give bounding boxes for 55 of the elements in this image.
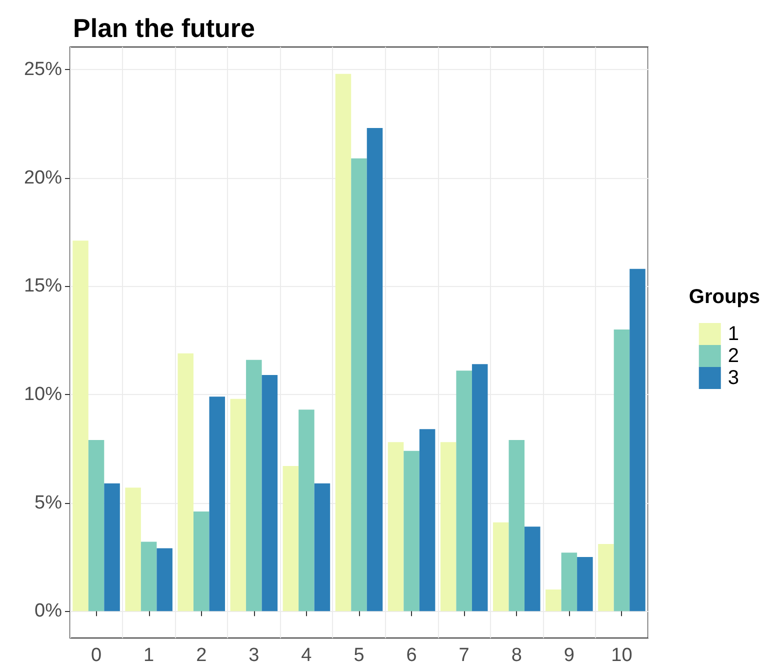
bar	[314, 483, 330, 612]
bar	[335, 74, 352, 612]
bar	[492, 522, 509, 612]
bar	[388, 442, 404, 612]
bar	[561, 552, 578, 612]
y-tick-label: 10%	[24, 384, 62, 405]
bar	[440, 442, 456, 612]
bar	[508, 440, 525, 612]
bar	[193, 511, 210, 612]
bar	[125, 488, 141, 612]
bar	[230, 398, 246, 612]
x-tick-label: 1	[144, 645, 154, 666]
bar	[456, 370, 472, 612]
bar	[298, 410, 314, 612]
bar	[630, 268, 646, 612]
bar	[72, 240, 88, 612]
x-tick-label: 2	[196, 645, 207, 666]
x-tick-label: 0	[90, 645, 102, 666]
bar	[472, 364, 488, 612]
bar	[246, 360, 262, 612]
chart-title: Plan the future	[73, 13, 256, 43]
bar	[262, 374, 278, 612]
y-tick-label: 0%	[34, 600, 62, 622]
bar	[104, 483, 120, 612]
bar	[140, 542, 157, 612]
legend-label: 3	[728, 367, 739, 389]
x-tick-label: 7	[458, 645, 470, 666]
bar	[156, 548, 172, 612]
bar	[178, 353, 194, 612]
bar	[419, 429, 436, 612]
x-tick-label: 6	[406, 645, 417, 666]
bar	[546, 589, 562, 612]
y-tick-label: 25%	[24, 59, 62, 80]
legend-label: 1	[728, 323, 739, 345]
bar	[366, 128, 383, 612]
legend-title: Groups	[688, 286, 760, 308]
bar	[351, 158, 367, 612]
x-tick-label: 4	[301, 645, 312, 666]
y-tick-label: 20%	[24, 167, 62, 188]
bar	[598, 544, 614, 612]
bar	[614, 330, 630, 612]
bar	[282, 466, 299, 612]
legend-label: 2	[728, 345, 739, 367]
x-tick-label: 8	[511, 645, 522, 666]
x-tick-label: 5	[354, 645, 364, 666]
x-tick-label: 10	[611, 645, 632, 666]
bar	[524, 526, 540, 612]
y-tick-label: 5%	[34, 492, 62, 514]
x-tick-label: 3	[248, 645, 260, 666]
bar	[88, 440, 104, 612]
x-tick-label: 9	[564, 645, 574, 666]
bar	[577, 556, 593, 612]
bar	[404, 450, 420, 612]
y-tick-label: 15%	[24, 276, 62, 297]
bar	[209, 396, 226, 612]
